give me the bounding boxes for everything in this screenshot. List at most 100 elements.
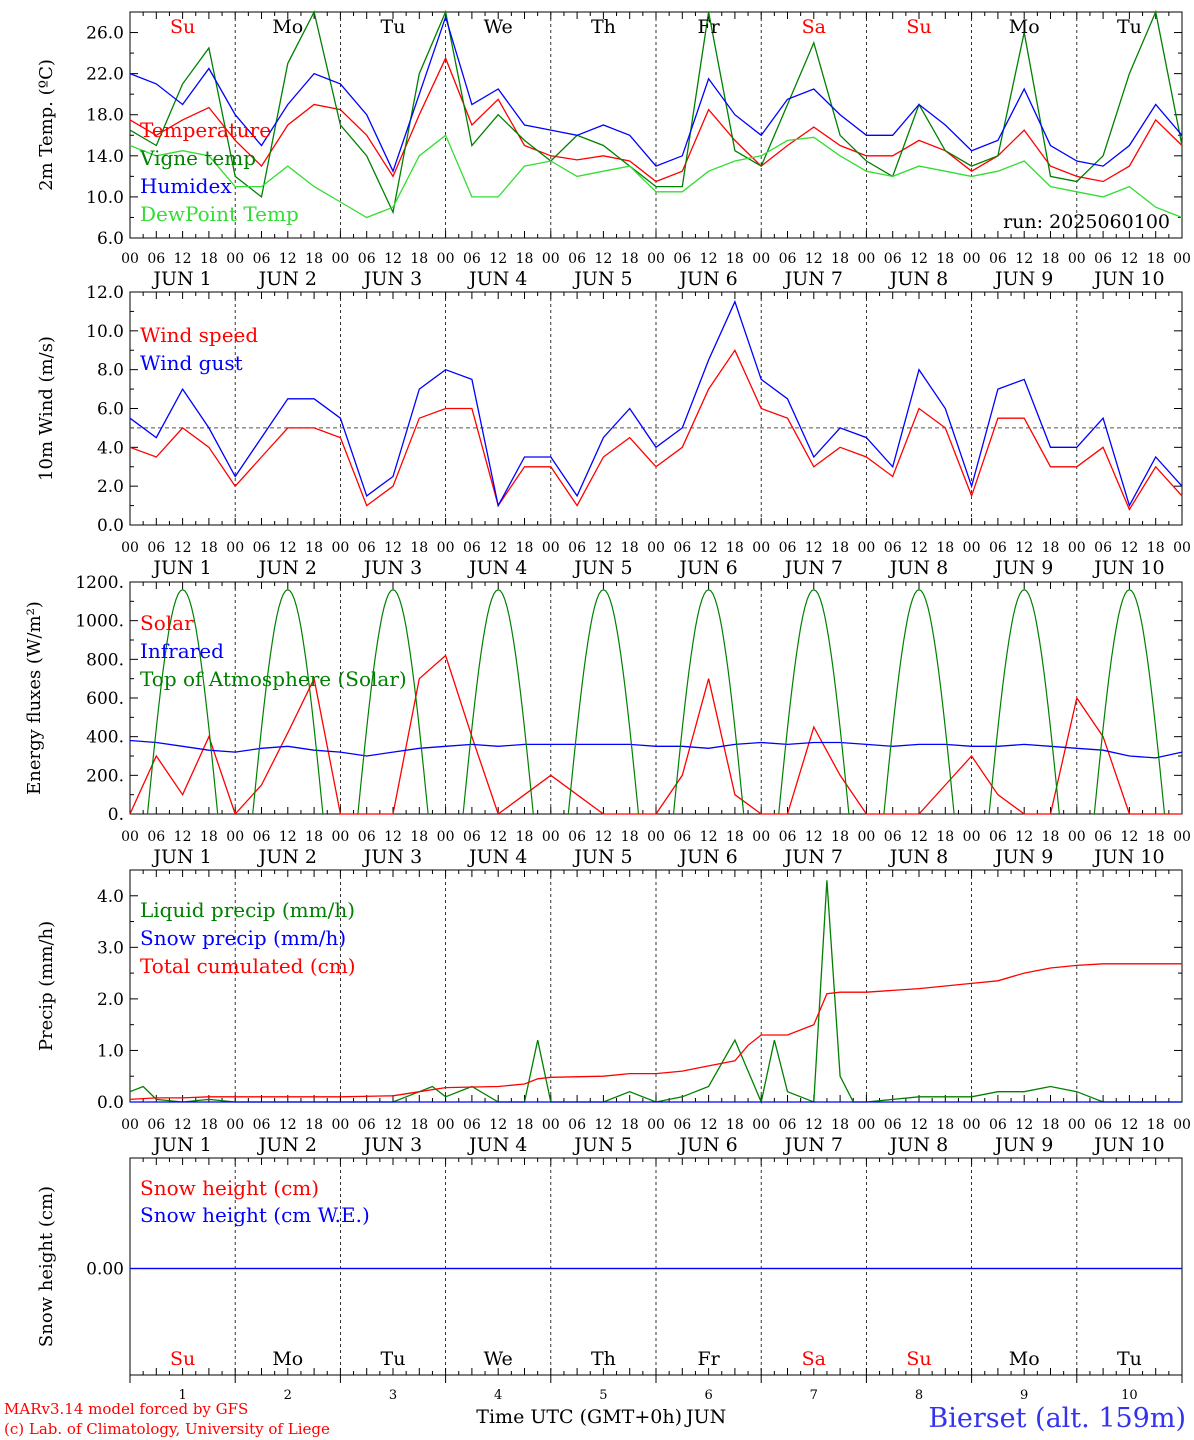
series-line-lightgreen	[129, 134, 1183, 219]
weekday-label: Su	[170, 16, 195, 38]
x-hour-label: 18	[1042, 540, 1060, 556]
series-line-red	[129, 348, 1183, 511]
weekday-label: We	[484, 1348, 513, 1370]
footer-model: MARv3.14 model forced by GFS	[4, 1400, 248, 1418]
x-hour-label: 00	[542, 540, 560, 556]
x-hour-label: 12	[279, 540, 297, 556]
series-line-blue	[129, 299, 1183, 508]
weekday-label: Mo	[272, 1348, 303, 1370]
x-date-label: JUN 6	[677, 268, 737, 290]
y-axis-label: 2m Temp. (ºC)	[36, 59, 57, 191]
x-hour-label: 06	[884, 251, 902, 267]
x-hour-label: 12	[910, 829, 928, 845]
x-hour-label: 06	[989, 540, 1007, 556]
legend-entry: DewPoint Temp	[140, 202, 299, 226]
x-hour-label: 06	[779, 540, 797, 556]
x-hour-label: 00	[647, 1117, 665, 1133]
weekday-label: Th	[591, 16, 616, 38]
day-number: 1	[178, 1388, 186, 1403]
x-hour-label: 06	[673, 251, 691, 267]
x-hour-label: 18	[726, 829, 744, 845]
y-tick-label: 18.0	[86, 106, 124, 126]
x-hour-label: 12	[594, 1117, 612, 1133]
legend-entry: Top of Atmosphere (Solar)	[140, 667, 407, 691]
x-hour-label: 00	[121, 1117, 139, 1133]
x-axis-label: Time UTC (GMT+0h)	[476, 1406, 682, 1428]
x-hour-label: 00	[226, 251, 244, 267]
x-hour-label: 12	[594, 540, 612, 556]
x-hour-label: 12	[384, 251, 402, 267]
x-hour-label: 12	[805, 251, 823, 267]
x-hour-label: 12	[594, 829, 612, 845]
weekday-label: Su	[906, 1348, 931, 1370]
series-line-green	[1093, 589, 1166, 815]
legend-entry: Snow height (cm)	[140, 1176, 319, 1200]
x-hour-label: 06	[253, 1117, 271, 1133]
x-hour-label: 00	[1173, 251, 1191, 267]
x-date-label: JUN 6	[677, 557, 737, 579]
series-line-red	[129, 963, 1182, 1101]
x-hour-label: 06	[147, 1117, 165, 1133]
x-hour-label: 00	[331, 540, 349, 556]
series-line-blue	[129, 14, 1183, 173]
series-line-green	[778, 589, 850, 815]
x-hour-label: 06	[463, 1117, 481, 1133]
series-line-green	[252, 589, 324, 815]
x-hour-label: 00	[752, 540, 770, 556]
x-hour-label: 06	[1094, 1117, 1112, 1133]
day-number: 4	[494, 1388, 502, 1403]
day-number: 6	[704, 1388, 712, 1403]
y-tick-label: 1200.	[75, 573, 124, 593]
x-hour-label: 06	[884, 540, 902, 556]
x-hour-label: 18	[936, 1117, 954, 1133]
y-tick-label: 3.0	[97, 938, 124, 958]
x-date-label: JUN 10	[1092, 268, 1164, 290]
x-hour-label: 18	[936, 251, 954, 267]
x-hour-label: 12	[174, 251, 192, 267]
x-hour-label: 18	[621, 829, 639, 845]
legend-entry: Temperature	[140, 118, 271, 142]
x-hour-label: 06	[358, 1117, 376, 1133]
legend-entry: Total cumulated (cm)	[140, 954, 356, 978]
x-hour-label: 00	[1068, 540, 1086, 556]
x-hour-label: 18	[200, 1117, 218, 1133]
x-date-label: JUN 10	[1092, 557, 1164, 579]
x-date-label: JUN 4	[467, 268, 527, 290]
station-label: Bierset (alt. 159m)	[928, 1403, 1186, 1434]
x-hour-label: 00	[963, 829, 981, 845]
x-date-label: JUN 2	[257, 1134, 317, 1156]
legend-entry: Vigne temp	[139, 146, 256, 170]
x-hour-label: 00	[647, 540, 665, 556]
x-date-label: JUN 7	[783, 846, 843, 868]
x-hour-label: 18	[200, 540, 218, 556]
x-hour-label: 18	[516, 1117, 534, 1133]
x-hour-label: 18	[726, 1117, 744, 1133]
weekday-label: Sa	[802, 16, 826, 38]
x-hour-label: 00	[542, 829, 560, 845]
x-hour-label: 18	[410, 540, 428, 556]
x-hour-label: 12	[384, 1117, 402, 1133]
weekday-label: We	[484, 16, 513, 38]
weekday-label: Tu	[1117, 16, 1142, 38]
legend-entry: Wind speed	[140, 323, 258, 347]
series-line-green	[357, 589, 429, 815]
y-tick-label: 12.0	[86, 283, 124, 303]
x-date-label: JUN 4	[467, 557, 527, 579]
x-hour-label: 06	[884, 829, 902, 845]
legend-entry: Snow precip (mm/h)	[140, 926, 346, 950]
y-tick-label: 14.0	[86, 147, 124, 167]
y-tick-label: 22.0	[86, 65, 124, 85]
day-number: 3	[389, 1388, 397, 1403]
y-tick-label: 1.0	[97, 1041, 124, 1061]
x-hour-label: 12	[700, 1117, 718, 1133]
x-hour-label: 06	[568, 829, 586, 845]
x-hour-label: 00	[647, 829, 665, 845]
x-date-label: JUN 9	[993, 1134, 1053, 1156]
series-line-blue	[129, 739, 1183, 759]
x-date-label: JUN 10	[1092, 1134, 1164, 1156]
x-hour-label: 12	[910, 1117, 928, 1133]
x-hour-label: 18	[410, 829, 428, 845]
x-hour-label: 00	[1068, 1117, 1086, 1133]
x-hour-label: 06	[147, 540, 165, 556]
x-hour-label: 18	[200, 829, 218, 845]
